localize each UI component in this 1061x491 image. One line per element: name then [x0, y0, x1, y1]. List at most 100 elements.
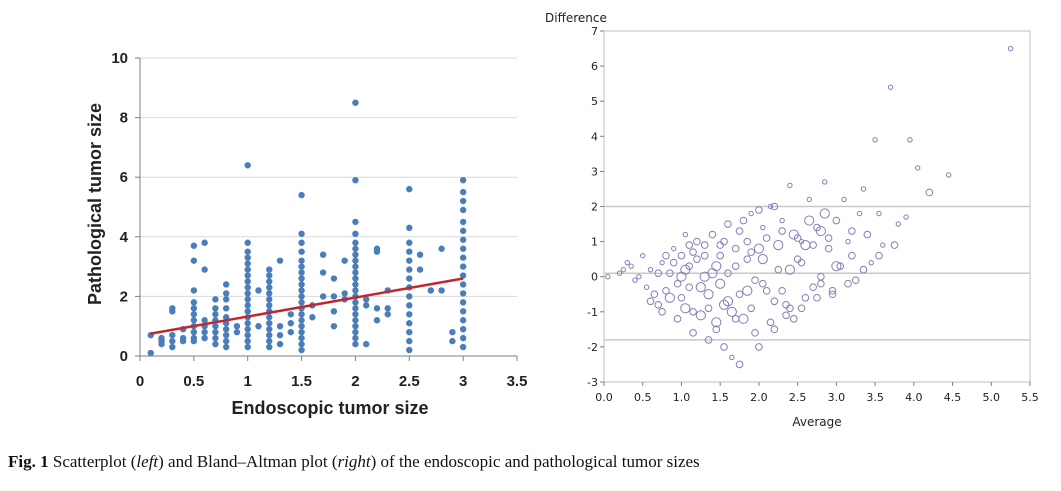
left-data-point	[352, 317, 359, 324]
right-data-point	[724, 220, 732, 228]
left-data-point	[459, 176, 467, 184]
left-data-point	[459, 236, 467, 243]
right-x-axis-title: Average	[792, 415, 841, 429]
left-data-point	[147, 349, 154, 357]
left-data-point	[266, 320, 273, 327]
right-data-point	[778, 286, 786, 295]
right-data-point	[724, 269, 732, 277]
right-data-point	[813, 223, 821, 232]
left-x-tick-label: 0	[136, 373, 144, 390]
right-y-axis-title: Difference	[545, 11, 607, 25]
left-data-point	[459, 308, 467, 315]
left-data-point	[416, 251, 424, 258]
right-reference-lines	[604, 205, 1030, 341]
left-data-point	[406, 248, 413, 255]
left-data-point	[244, 254, 251, 261]
right-data-point	[693, 237, 701, 246]
left-data-point	[459, 263, 467, 270]
left-data-point	[190, 242, 198, 249]
right-data-point	[789, 315, 798, 323]
left-data-point	[373, 305, 381, 312]
left-data-point	[298, 334, 305, 342]
right-data-point	[848, 227, 856, 235]
left-data-point	[363, 302, 370, 309]
left-data-point	[406, 302, 413, 309]
left-data-point	[319, 251, 327, 258]
left-data-point	[352, 334, 359, 342]
left-data-point	[244, 320, 251, 327]
left-data-point	[330, 293, 338, 300]
left-data-point	[298, 346, 305, 354]
right-data-point	[718, 299, 730, 310]
left-data-point	[244, 239, 251, 246]
left-data-point	[459, 272, 467, 279]
right-data-point	[845, 238, 851, 245]
right-data-point	[695, 310, 706, 321]
right-x-tick-label: 5.0	[983, 391, 1001, 404]
right-data-point	[739, 216, 748, 225]
left-data-point	[298, 239, 305, 246]
left-data-point	[298, 287, 305, 294]
left-data-point	[384, 311, 391, 318]
left-data-point	[330, 275, 338, 282]
left-data-point	[319, 269, 327, 276]
left-y-tick-label: 8	[120, 110, 128, 127]
left-data-point	[449, 328, 456, 336]
right-data-point	[693, 255, 701, 263]
left-data-point	[459, 317, 467, 324]
left-x-tick-label: 0.5	[183, 373, 204, 390]
right-data-point	[787, 182, 793, 189]
right-data-point	[755, 206, 763, 214]
left-y-axis-title: Pathological tumor size	[85, 103, 105, 305]
left-data-point	[212, 328, 219, 336]
left-data-point	[222, 290, 230, 297]
left-data-point	[341, 290, 348, 297]
right-data-point	[685, 262, 694, 270]
right-data-point	[876, 210, 882, 217]
right-data-point	[804, 215, 815, 226]
left-data-point	[459, 343, 467, 351]
left-data-point	[255, 323, 262, 330]
left-data-point	[438, 245, 445, 252]
left-data-point	[298, 269, 305, 276]
right-data-point	[666, 269, 674, 277]
right-data-point	[695, 282, 706, 293]
left-data-point	[449, 337, 456, 345]
left-data-point	[459, 206, 467, 214]
left-data-point	[222, 343, 230, 351]
left-data-point	[266, 284, 273, 291]
left-data-point	[427, 287, 435, 294]
right-data-point	[748, 210, 754, 217]
left-data-point	[190, 257, 198, 264]
right-data-point	[788, 229, 799, 240]
right-data-point	[605, 274, 611, 280]
right-data-point	[856, 210, 863, 217]
right-data-point	[822, 179, 828, 185]
right-y-tick-label: 1	[591, 236, 598, 249]
right-data-point	[806, 196, 812, 203]
left-x-tick-label: 1.5	[291, 373, 312, 390]
left-data-point	[233, 328, 241, 336]
right-data-point	[742, 285, 753, 296]
left-data-point	[212, 323, 219, 330]
left-data-point	[244, 278, 251, 285]
right-x-tick-label: 1.0	[673, 391, 691, 404]
right-data-point	[945, 172, 952, 178]
left-data-point	[222, 325, 230, 333]
left-y-tick-label: 4	[120, 229, 129, 246]
right-data-point	[711, 317, 722, 328]
left-data-point	[244, 162, 251, 169]
left-data-point	[352, 263, 359, 270]
left-x-tick-label: 3	[459, 373, 467, 390]
right-data-point	[925, 188, 934, 197]
left-data-point	[276, 257, 284, 264]
right-y-tick-label: -1	[587, 306, 598, 319]
left-data-point	[212, 305, 219, 312]
left-data-point	[352, 218, 359, 226]
right-data-point	[875, 251, 883, 260]
left-data-point	[298, 293, 305, 300]
left-data-point	[459, 245, 467, 252]
left-data-point	[298, 191, 305, 199]
right-data-point	[817, 279, 825, 288]
right-data-point	[890, 241, 899, 249]
